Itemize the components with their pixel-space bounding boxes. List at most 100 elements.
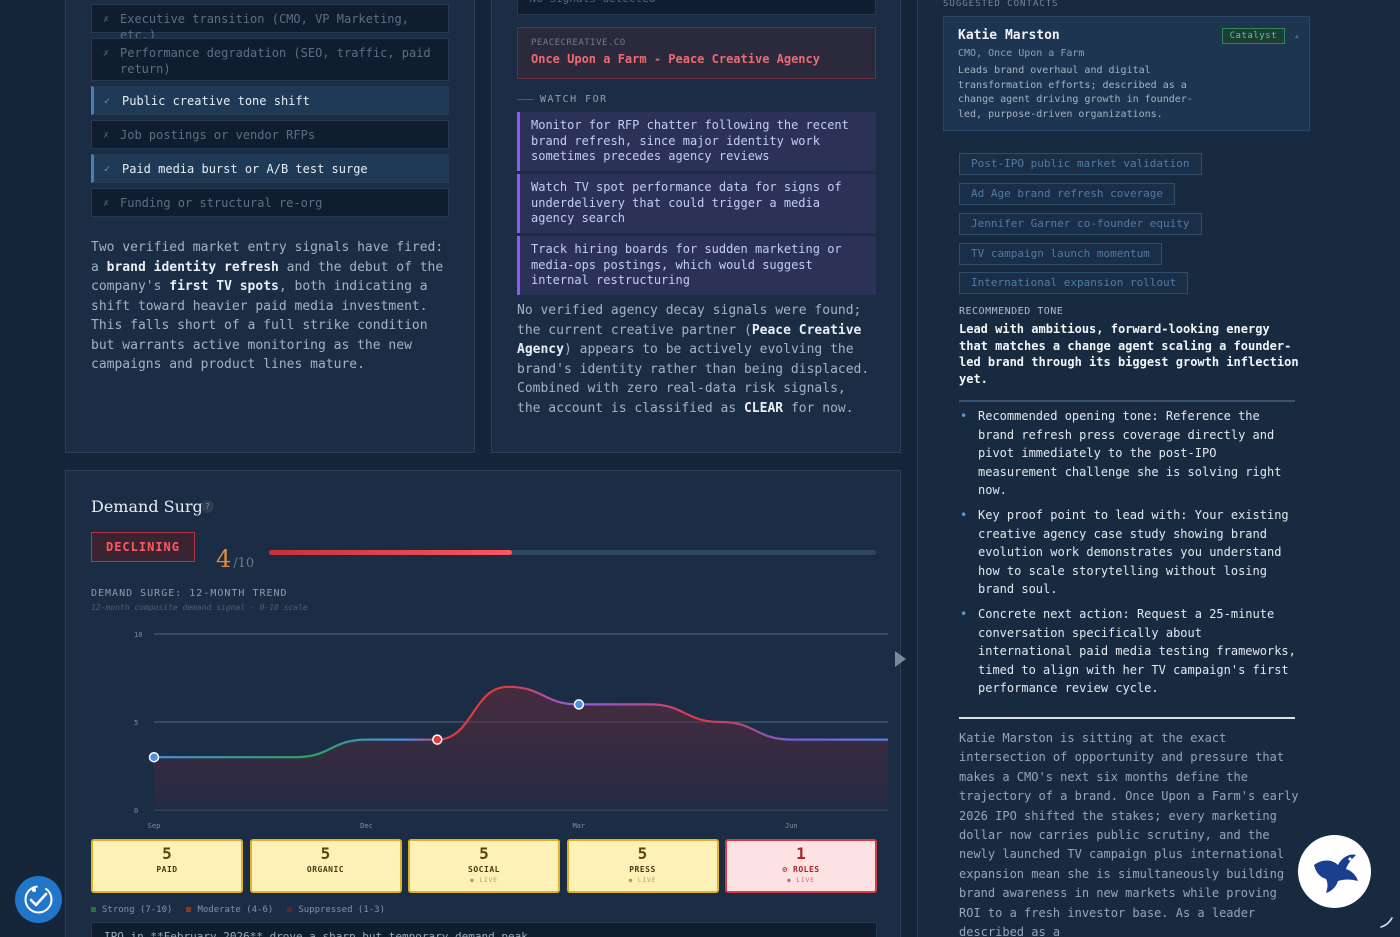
signal-item: ✗ Executive transition (CMO, VP Marketing…	[91, 4, 449, 42]
recommended-tone-heading: RECOMMENDED TONE	[959, 306, 1064, 317]
summary-text: for now.	[783, 400, 854, 416]
status-badge: DECLINING	[91, 532, 195, 562]
demand-surge-panel: Demand Surge ? DECLINING 4/10 DEMAND SUR…	[65, 470, 901, 937]
tile-label: ORGANIC	[306, 865, 345, 874]
resize-handle-icon[interactable]	[1379, 913, 1395, 933]
cross-icon: ✗	[103, 48, 110, 59]
accessibility-check-glyph	[24, 885, 53, 914]
watch-item: Monitor for RFP chatter following the re…	[517, 112, 876, 171]
market-signals-panel: ✗ Executive transition (CMO, VP Marketing…	[65, 0, 475, 453]
contact-narrative: Katie Marston is sitting at the exact in…	[959, 731, 1299, 937]
watch-item: Track hiring boards for sudden marketing…	[517, 236, 876, 295]
summary-text: Two verified market entry signals have f…	[91, 240, 444, 275]
signal-item: ✓ Public creative tone shift	[91, 86, 449, 115]
tile-value: 5	[162, 844, 172, 863]
eagle-logo-icon[interactable]	[1298, 835, 1371, 908]
signal-label: Paid media burst or A/B test surge	[122, 162, 368, 176]
demand-note: IPO in **February 2026** drove a sharp b…	[91, 922, 877, 937]
signal-item: ✓ Paid media burst or A/B test surge	[91, 154, 449, 183]
tile-value: 5	[479, 844, 489, 863]
summary-text: , both indicating a shift toward heavier…	[91, 279, 428, 372]
cross-icon: ✗	[103, 198, 110, 209]
tile-status: ● LIVE	[628, 877, 657, 884]
accessibility-check-icon[interactable]	[15, 876, 62, 923]
contact-tag[interactable]: Post-IPO public market validation	[959, 153, 1202, 175]
channel-tile[interactable]: 1 ⊘ ROLES ● LIVE	[725, 839, 877, 893]
suggested-contacts-heading: SUGGESTED CONTACTS	[943, 0, 1059, 9]
summary-highlight: first TV spots	[169, 279, 279, 294]
channel-tile[interactable]: 5 ORGANIC	[249, 839, 402, 893]
chart-label: DEMAND SURGE: 12-MONTH TREND	[91, 588, 288, 599]
agency-card[interactable]: PEACECREATIVE.CO Once Upon a Farm - Peac…	[517, 27, 876, 79]
channel-tile[interactable]: 5 SOCIAL ● LIVE	[408, 839, 560, 893]
chart-legend: Strong (7-10) Moderate (4-6) Suppressed (1…	[91, 905, 399, 915]
data-point	[432, 734, 443, 745]
legend-swatch	[186, 907, 192, 912]
talking-point: Concrete next action: Request a 25-minut…	[959, 605, 1299, 698]
contact-tag[interactable]: International expansion rollout	[959, 272, 1189, 294]
watch-for-heading: WATCH FOR	[517, 94, 608, 105]
x-tick-label: Mar	[573, 822, 586, 830]
tile-label: SOCIAL	[468, 865, 500, 874]
legend-item: Strong (7-10)	[91, 905, 172, 915]
channel-tiles: 5 PAID 5 ORGANIC 5 SOCIAL ● LIVE 5 PRESS ● LIVE 1 ⊘…	[91, 839, 877, 894]
collapse-caret-icon[interactable]: ▲	[1294, 32, 1299, 40]
data-point	[573, 699, 585, 710]
score-progress-fill	[269, 550, 512, 555]
talking-point: Recommended opening tone: Reference the …	[959, 407, 1299, 500]
no-signals-detected: No signals detected	[517, 0, 876, 15]
contact-tag[interactable]: Ad Age brand refresh coverage	[959, 183, 1176, 205]
contact-card[interactable]: Katie Marston CMO, Once Upon a Farm Lead…	[943, 16, 1310, 131]
resize-glyph	[1380, 917, 1393, 928]
divider	[959, 400, 1295, 402]
demand-trend-chart: 0510SepDecMarJunAug	[134, 631, 888, 830]
y-tick-label: 5	[134, 719, 138, 727]
tile-status: ● LIVE	[787, 877, 815, 884]
channel-tile[interactable]: 5 PRESS ● LIVE	[566, 839, 719, 893]
signal-label: Performance degradation (SEO, traffic, p…	[120, 46, 431, 76]
score-value: 4	[216, 545, 232, 573]
contact-tag[interactable]: TV campaign launch momentum	[959, 243, 1162, 265]
signals-summary: Two verified market entry signals have f…	[91, 238, 451, 375]
contact-description: Leads brand overhaul and digital transfo…	[958, 65, 1193, 120]
signal-item: ✗ Job postings or vendor RFPs	[91, 120, 449, 149]
recommended-tone: Lead with ambitious, forward-looking ene…	[959, 322, 1299, 386]
contacts-panel: SUGGESTED CONTACTS Katie Marston CMO, On…	[917, 0, 1400, 937]
tile-label: ⊘ ROLES	[782, 865, 820, 874]
cross-icon: ✗	[103, 14, 110, 25]
tile-value: 1	[796, 844, 806, 863]
agency-name: Once Upon a Farm - Peace Creative Agency	[531, 52, 820, 66]
y-tick-label: 10	[134, 631, 142, 639]
tile-value: 5	[637, 844, 648, 863]
cross-icon: ✗	[103, 130, 110, 141]
legend-label: Strong (7-10)	[102, 905, 173, 915]
signal-item: ✗ Performance degradation (SEO, traffic, …	[91, 38, 449, 81]
summary-highlight: CLEAR	[743, 400, 784, 416]
legend-item: Moderate (4-6)	[186, 905, 273, 915]
signal-label: Job postings or vendor RFPs	[120, 128, 316, 142]
legend-label: Moderate (4-6)	[197, 905, 274, 915]
y-tick-label: 0	[134, 807, 138, 815]
legend-swatch	[91, 907, 96, 912]
data-point	[148, 751, 160, 763]
demand-score: 4/10	[216, 545, 254, 573]
channel-tile[interactable]: 5 PAID	[91, 839, 243, 893]
contact-tag[interactable]: Jennifer Garner co-founder equity	[959, 213, 1202, 235]
chevron-glyph	[895, 651, 906, 667]
legend-item: Suppressed (1-3)	[287, 905, 385, 915]
x-tick-label: Jun	[785, 822, 798, 830]
help-icon[interactable]: ?	[201, 500, 214, 513]
contact-role: CMO, Once Upon a Farm	[958, 48, 1085, 59]
watch-item: Watch TV spot performance data for signs…	[517, 174, 876, 233]
tile-label: PAID	[156, 865, 178, 874]
area-fill	[154, 686, 888, 810]
legend-label: Suppressed (1-3)	[298, 905, 386, 915]
tile-status: ● LIVE	[470, 877, 498, 884]
check-icon: ✓	[104, 96, 111, 107]
agency-domain: PEACECREATIVE.CO	[531, 38, 626, 48]
agency-panel: No signals detected PEACECREATIVE.CO Onc…	[491, 0, 901, 453]
check-icon: ✓	[104, 164, 111, 175]
chevron-right-icon[interactable]	[892, 650, 908, 672]
eagle-glyph	[1314, 854, 1358, 893]
x-tick-label: Dec	[360, 822, 373, 830]
